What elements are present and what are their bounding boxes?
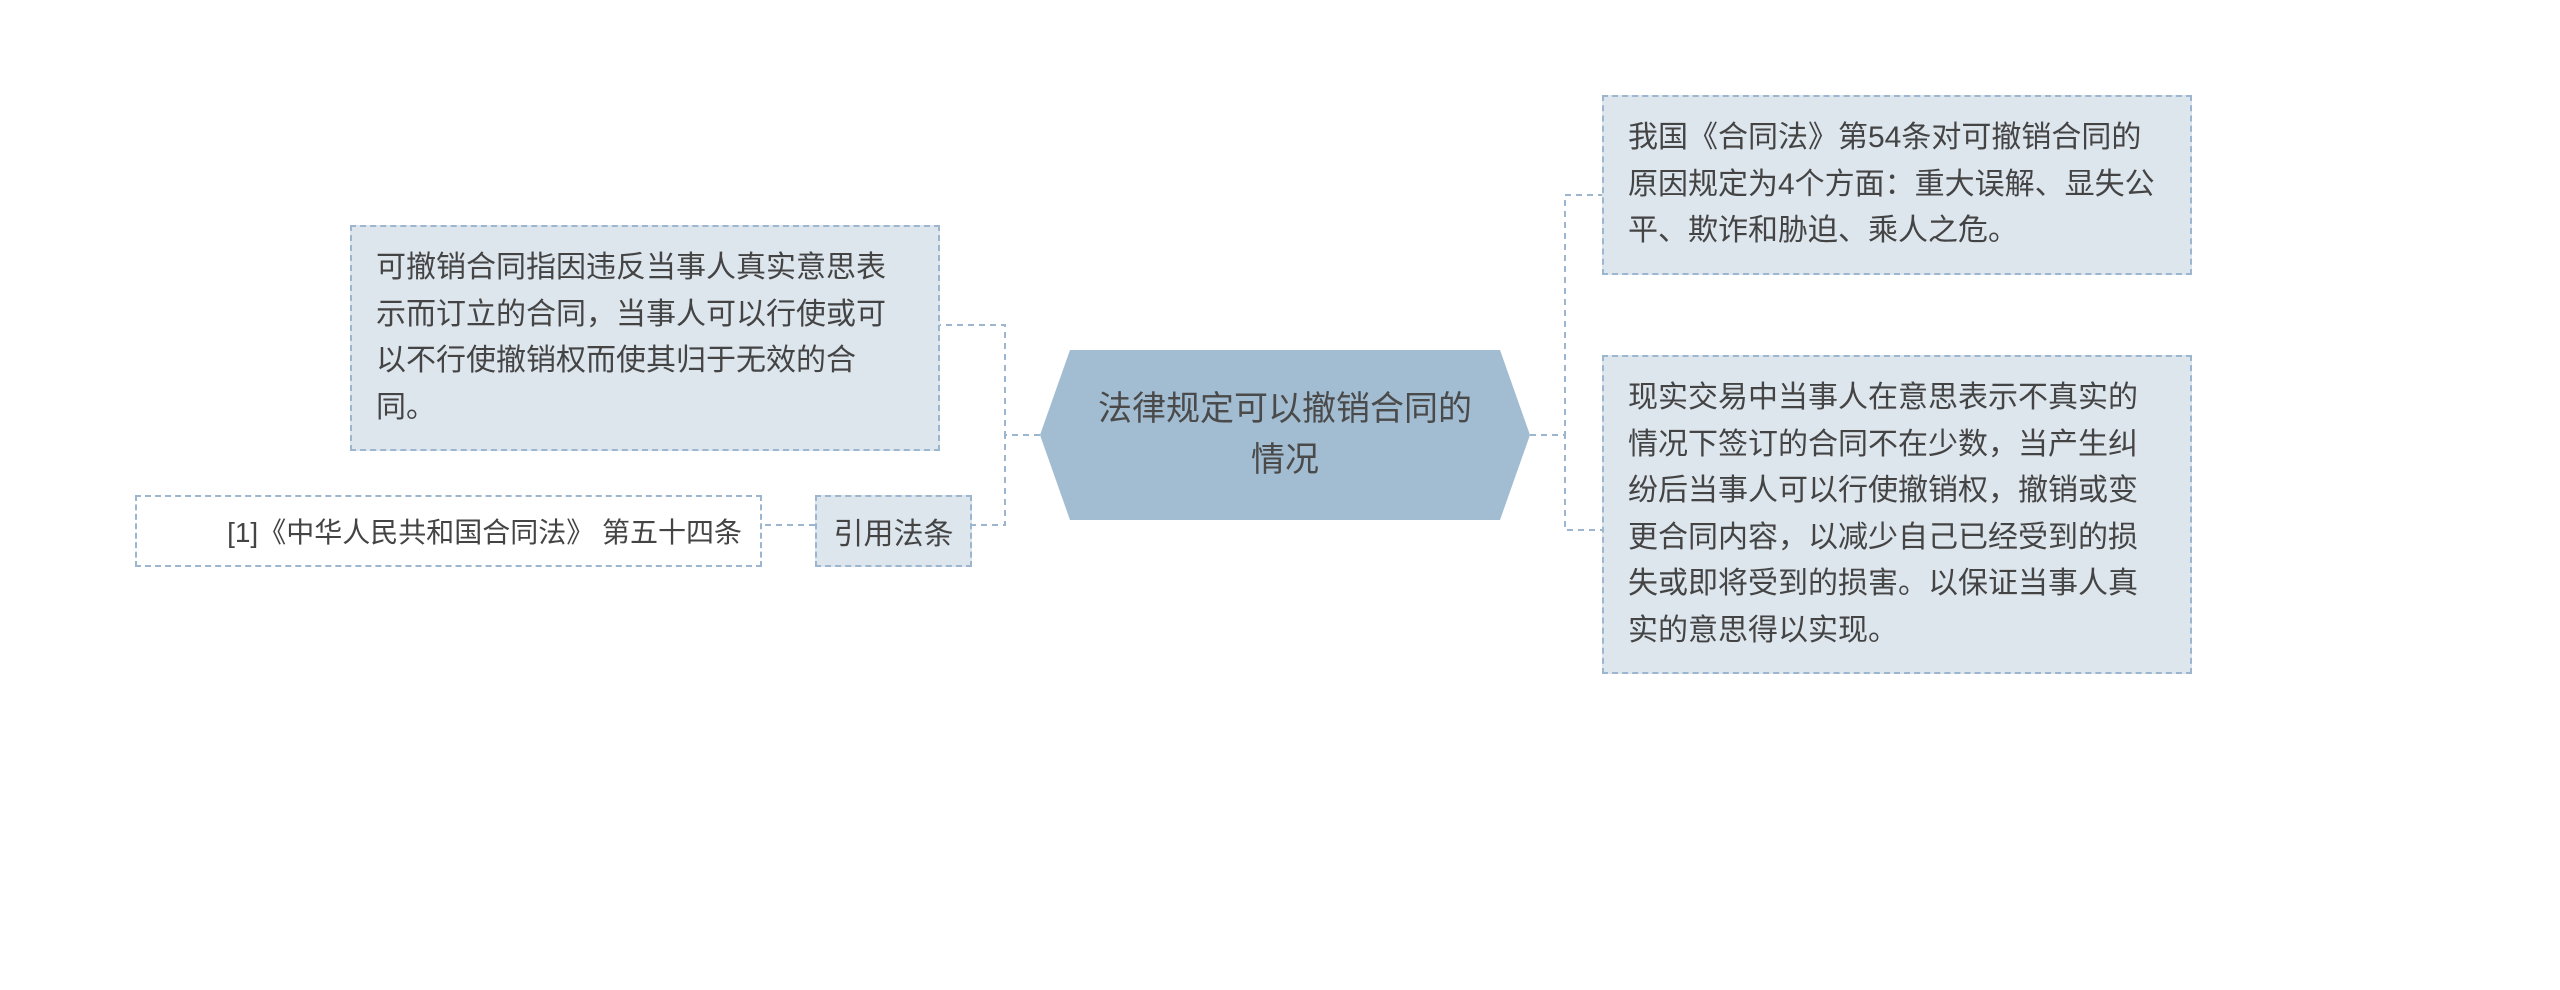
right-node-reality-text: 现实交易中当事人在意思表示不真实的情况下签订的合同不在少数，当产生纠纷后当事人可… bbox=[1628, 381, 2138, 647]
citation-ref-text: [1]《中华人民共和国合同法》 第五十四条 bbox=[227, 517, 742, 548]
mindmap-canvas: 法律规定可以撤销合同的情况 可撤销合同指因违反当事人真实意思表示而订立的合同，当… bbox=[0, 0, 2560, 990]
center-node-text: 法律规定可以撤销合同的情况 bbox=[1090, 384, 1480, 486]
left-node-definition: 可撤销合同指因违反当事人真实意思表示而订立的合同，当事人可以行使或可以不行使撤销… bbox=[350, 225, 940, 451]
citation-label-text: 引用法条 bbox=[834, 518, 954, 551]
left-node-definition-text: 可撤销合同指因违反当事人真实意思表示而订立的合同，当事人可以行使或可以不行使撤销… bbox=[376, 251, 886, 424]
right-node-reality: 现实交易中当事人在意思表示不真实的情况下签订的合同不在少数，当产生纠纷后当事人可… bbox=[1602, 355, 2192, 674]
left-node-citation-label: 引用法条 bbox=[815, 495, 972, 567]
right-node-article54-text: 我国《合同法》第54条对可撤销合同的原因规定为4个方面：重大误解、显失公平、欺诈… bbox=[1628, 121, 2155, 247]
left-node-citation-ref: [1]《中华人民共和国合同法》 第五十四条 bbox=[135, 495, 762, 567]
center-node: 法律规定可以撤销合同的情况 bbox=[1040, 350, 1530, 520]
right-node-article54: 我国《合同法》第54条对可撤销合同的原因规定为4个方面：重大误解、显失公平、欺诈… bbox=[1602, 95, 2192, 275]
